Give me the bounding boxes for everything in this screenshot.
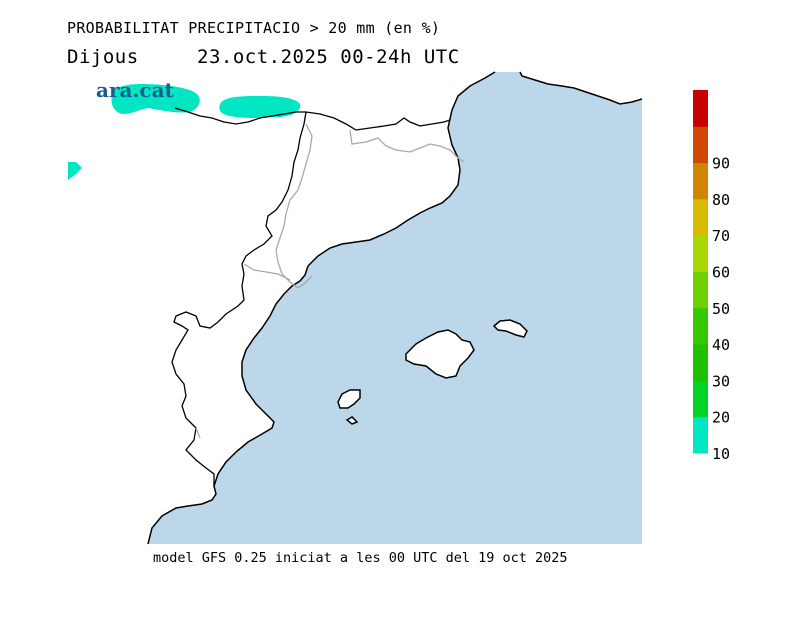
province-border-4	[195, 427, 201, 439]
forecast-date-range: 23.oct.2025 00-24h UTC	[197, 46, 460, 68]
legend-swatch-6	[693, 235, 708, 272]
legend-swatch-7	[693, 198, 708, 236]
map-subtitle: Dijous 23.oct.2025 00-24h UTC	[67, 46, 459, 68]
legend-label-1: 10	[712, 445, 730, 463]
legend-swatch-8	[693, 162, 708, 200]
legend-swatch-10	[693, 90, 708, 127]
forecast-day: Dijous	[67, 46, 139, 68]
province-border-3	[243, 263, 291, 281]
island-mallorca	[405, 329, 475, 379]
coastline-north	[519, 71, 643, 105]
province-border-1	[275, 123, 313, 289]
legend-swatch-9	[693, 126, 708, 164]
precip-area-east	[219, 96, 301, 118]
land-area	[68, 72, 495, 544]
coastline	[147, 71, 496, 545]
precip-area-west	[111, 84, 200, 114]
land-area-north	[520, 72, 642, 104]
legend-label-6: 60	[712, 264, 730, 282]
legend-swatch-4	[693, 307, 708, 345]
map-title: PROBABILITAT PRECIPITACIO > 20 mm (en %)	[67, 19, 441, 37]
legend-label-9: 90	[712, 155, 730, 173]
legend-swatch-1	[693, 416, 708, 454]
province-border-2	[349, 129, 465, 163]
aracat-logo: ara.cat	[96, 78, 174, 102]
island-ibiza	[337, 389, 361, 409]
legend-label-3: 30	[712, 372, 730, 390]
island-menorca	[492, 319, 528, 338]
border-western	[171, 111, 307, 486]
legend-swatch-5	[693, 271, 708, 309]
legend-swatch-3	[693, 344, 708, 381]
legend-label-8: 80	[712, 191, 730, 209]
legend-label-7: 70	[712, 227, 730, 245]
legend-label-4: 40	[712, 336, 730, 354]
legend-swatch-2	[693, 380, 708, 418]
precip-area-edge	[68, 162, 82, 180]
legend-label-2: 20	[712, 409, 730, 427]
model-info-footer: model GFS 0.25 iniciat a les 00 UTC del …	[153, 550, 568, 566]
border-pyrenees	[174, 107, 451, 131]
legend-label-5: 50	[712, 300, 730, 318]
island-formentera	[345, 416, 359, 425]
